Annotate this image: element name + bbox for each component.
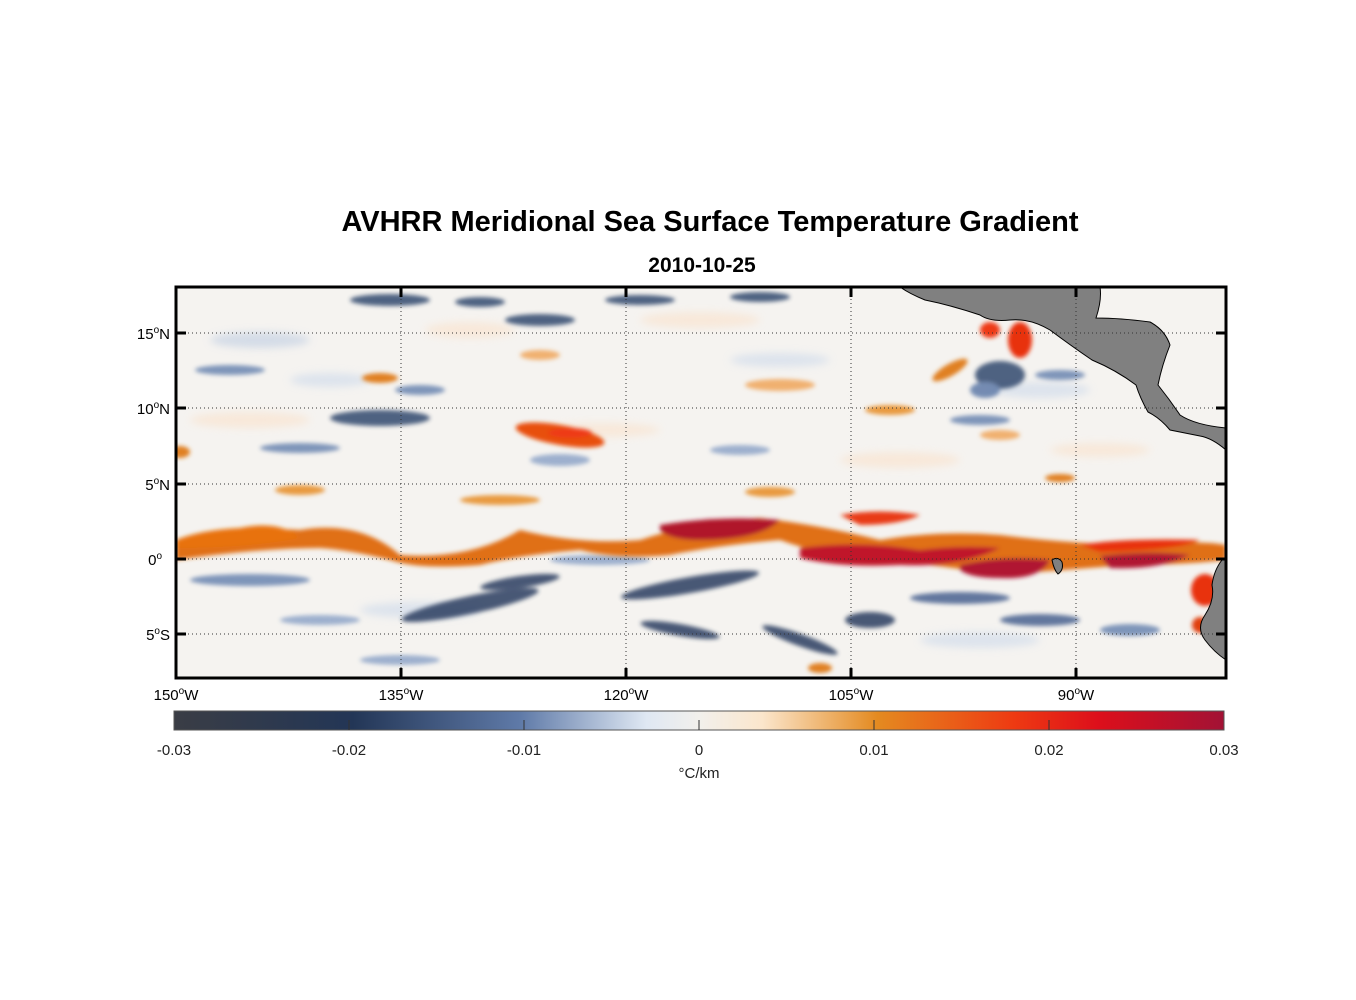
colorbar-tick-label: 0.01 <box>859 742 888 759</box>
colorbar-tick-label: -0.03 <box>157 742 191 759</box>
lat-label-15n: 15oN <box>137 325 170 343</box>
sst-gradient-field <box>176 287 1226 678</box>
map-tick-marks <box>176 287 1226 678</box>
map-grid <box>176 287 1226 678</box>
map-title: AVHRR Meridional Sea Surface Temperature… <box>341 206 1079 238</box>
lat-label-10n: 10oN <box>137 400 170 418</box>
colorbar-ticks <box>348 720 1050 730</box>
colorbar-tick-label: 0 <box>695 742 703 759</box>
colorbar-unit-label: °C/km <box>679 765 720 782</box>
lon-label-150w: 150oW <box>154 686 200 704</box>
lon-label-135w: 135oW <box>379 686 425 704</box>
lon-label-90w: 90oW <box>1058 686 1095 704</box>
colorbar-tick-label: 0.02 <box>1034 742 1063 759</box>
colorbar: -0.03 -0.02 -0.01 0 0.01 0.02 0.03 °C/km <box>157 710 1239 782</box>
map-subtitle: 2010-10-25 <box>648 254 756 277</box>
colorbar-tick-label: -0.02 <box>332 742 366 759</box>
lat-label-5s: 5oS <box>146 626 170 644</box>
lon-label-105w: 105oW <box>829 686 875 704</box>
lat-label-5n: 5oN <box>145 476 170 494</box>
lon-label-120w: 120oW <box>604 686 650 704</box>
colorbar-tick-label: 0.03 <box>1209 742 1238 759</box>
colorbar-tick-label: -0.01 <box>507 742 541 759</box>
lat-label-0: 0o <box>148 551 162 569</box>
